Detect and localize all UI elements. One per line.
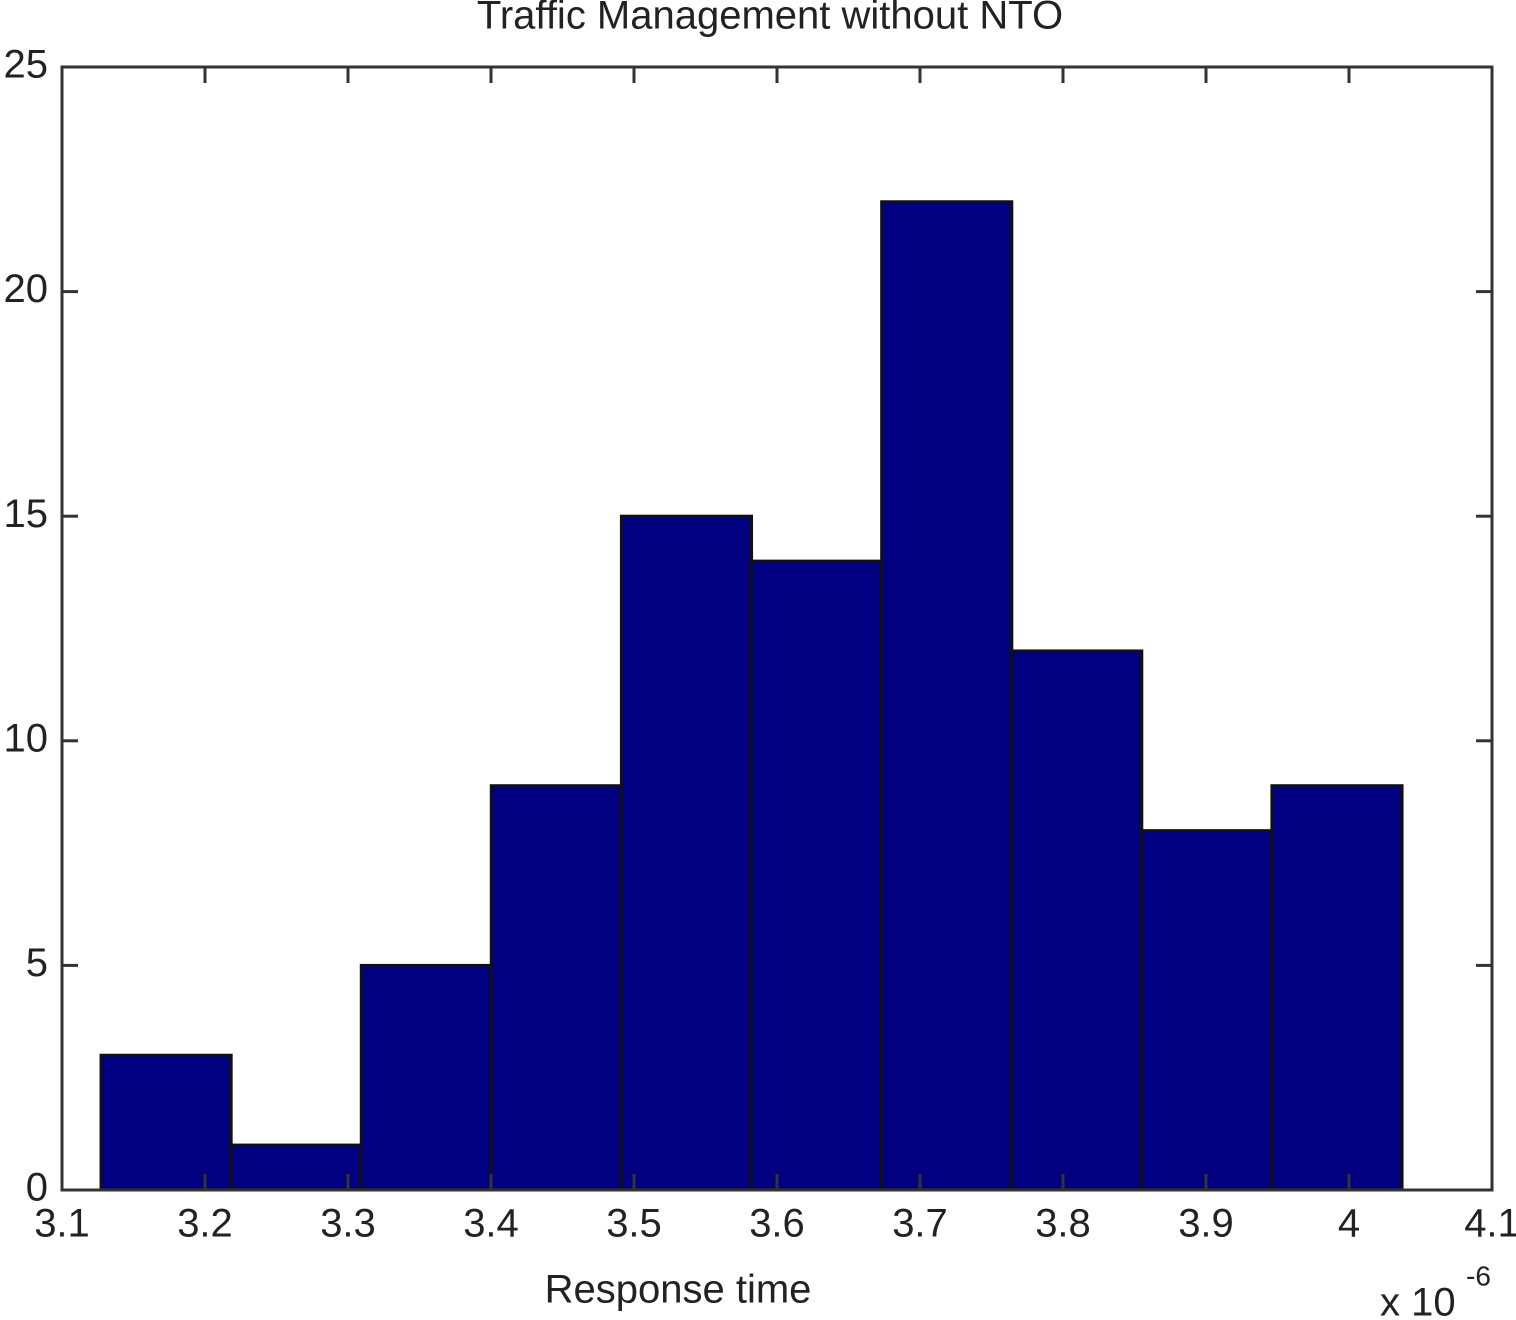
bar — [229, 1143, 363, 1192]
x-multiplier: x 10 — [1380, 1281, 1456, 1320]
bar — [880, 200, 1014, 1192]
y-tick-label: 10 — [4, 716, 49, 760]
x-tick-label: 3.2 — [177, 1202, 233, 1246]
y-tick-label: 20 — [4, 267, 49, 311]
y-tick-label: 25 — [4, 43, 49, 87]
x-tick-label: 4.1 — [1464, 1202, 1516, 1246]
bar — [359, 963, 493, 1192]
bar — [1010, 649, 1144, 1192]
x-tick-label: 3.3 — [320, 1202, 376, 1246]
x-multiplier-exponent: -6 — [1466, 1260, 1491, 1291]
x-axis-label: Response time — [545, 1268, 812, 1312]
y-tick-label: 5 — [26, 941, 48, 985]
y-tick-label: 0 — [26, 1166, 48, 1210]
bar — [619, 514, 754, 1192]
x-tick-label: 3.4 — [463, 1202, 519, 1246]
bar — [1270, 784, 1404, 1192]
x-tick-label: 3.6 — [749, 1202, 805, 1246]
x-tick-label: 3.7 — [892, 1202, 948, 1246]
x-tick-label: 3.8 — [1035, 1202, 1091, 1246]
x-tick-label: 4 — [1338, 1202, 1360, 1246]
x-tick-label: 3.5 — [606, 1202, 662, 1246]
x-tick-label: 3.1 — [34, 1202, 90, 1246]
x-tick-label: 3.9 — [1178, 1202, 1234, 1246]
chart-title: Traffic Management without NTO — [477, 0, 1063, 38]
bar — [489, 784, 623, 1192]
y-tick-label: 15 — [4, 492, 49, 536]
bar — [99, 1053, 233, 1192]
bar — [750, 559, 884, 1192]
bar — [1140, 829, 1274, 1192]
